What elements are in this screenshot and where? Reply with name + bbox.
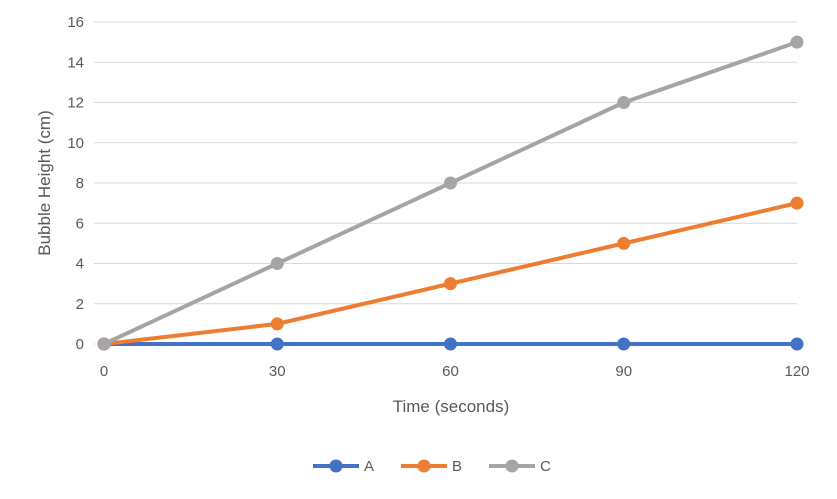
point-A-4 <box>790 337 804 351</box>
point-B-1 <box>270 317 284 331</box>
y-tick-label-5: 10 <box>67 135 84 152</box>
point-C-1 <box>270 257 284 270</box>
y-tick-label-2: 4 <box>76 256 84 273</box>
point-C-0 <box>97 337 111 351</box>
series-C <box>97 35 804 351</box>
point-B-2 <box>444 277 457 291</box>
y-tick-label-1: 2 <box>76 296 84 313</box>
x-tick-label-0: 0 <box>100 363 108 380</box>
gridlines <box>94 21 797 305</box>
point-A-2 <box>444 337 457 351</box>
y-tick-label-8: 16 <box>67 14 84 31</box>
point-B-4 <box>790 196 804 210</box>
legend-item-C: C <box>489 458 551 475</box>
point-C-2 <box>444 176 457 190</box>
legend-item-A: A <box>313 458 374 475</box>
legend-swatch-marker-B <box>417 459 431 473</box>
y-tick-label-4: 8 <box>76 175 84 192</box>
legend-swatch-marker-C <box>505 459 519 473</box>
series-A <box>97 337 804 351</box>
y-tick-label-3: 6 <box>76 215 84 232</box>
y-tick-label-7: 14 <box>67 54 84 71</box>
point-C-3 <box>617 96 631 109</box>
point-C-4 <box>790 35 804 49</box>
point-A-3 <box>617 337 631 351</box>
x-tick-label-4: 120 <box>784 363 809 380</box>
y-tick-label-0: 0 <box>76 336 84 353</box>
x-tick-label-2: 60 <box>442 363 459 380</box>
series-line-C <box>102 40 799 346</box>
legend-label-B: B <box>452 458 462 475</box>
series-line-B <box>102 201 799 346</box>
legend-label-C: C <box>540 458 551 475</box>
x-tick-label-1: 30 <box>269 363 286 380</box>
point-B-3 <box>617 236 631 250</box>
legend-item-B: B <box>401 458 462 475</box>
y-axis-title: Bubble Height (cm) <box>35 110 54 256</box>
y-axis-ticks: 0 2 4 6 8 10 12 14 16 <box>67 14 84 353</box>
x-axis-title: Time (seconds) <box>393 397 510 416</box>
x-axis-ticks: 0 30 60 90 120 <box>100 363 810 380</box>
series-layer <box>97 35 804 351</box>
series-B <box>97 196 804 351</box>
point-A-1 <box>270 337 284 351</box>
y-tick-label-6: 12 <box>67 95 84 112</box>
legend: A B C <box>313 458 551 475</box>
x-tick-label-3: 90 <box>615 363 632 380</box>
legend-swatch-marker-A <box>329 459 343 473</box>
legend-label-A: A <box>364 458 374 475</box>
